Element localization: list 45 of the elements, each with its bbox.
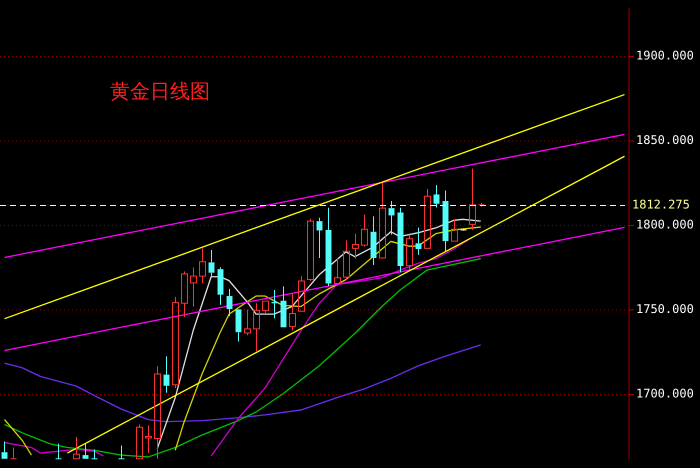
y-tick-label: 1850.000 — [636, 133, 694, 148]
candlestick — [361, 214, 368, 248]
candlestick — [379, 182, 386, 258]
candlestick — [370, 216, 376, 266]
candlestick — [343, 240, 350, 280]
candlestick — [199, 248, 206, 284]
candlestick — [10, 446, 17, 460]
candlestick — [208, 250, 214, 278]
candlestick — [226, 288, 232, 317]
candlestick — [434, 184, 440, 208]
candlestick — [145, 424, 152, 454]
candlestick — [154, 366, 161, 460]
y-tick-label: 1750.000 — [636, 302, 694, 316]
candlestick — [442, 190, 448, 252]
candlestick — [352, 233, 359, 260]
candlestick — [91, 448, 98, 460]
text: 黄金日线图 — [110, 78, 210, 105]
y-tick-label: 1800.000 — [636, 218, 694, 232]
candlestick — [244, 309, 251, 336]
candlestick — [190, 266, 197, 308]
candlestick — [181, 270, 188, 318]
candlestick — [272, 289, 278, 319]
y-tick-label: 1900.000 — [636, 48, 694, 63]
candlestick — [451, 219, 458, 242]
candlestick — [73, 436, 80, 460]
candlestick — [82, 443, 88, 459]
candlestick — [316, 217, 322, 258]
candlestick — [326, 207, 332, 287]
candlestick — [253, 302, 260, 352]
candlestick — [416, 227, 422, 256]
candlestick — [289, 292, 296, 332]
y-tick-label: 1700.000 — [636, 386, 694, 401]
candlestick — [118, 444, 125, 460]
candlestick — [334, 258, 341, 286]
candlestick — [55, 443, 62, 460]
candlestick — [388, 200, 394, 236]
candlestick — [218, 266, 224, 306]
candlestick — [164, 356, 170, 394]
candlestick — [280, 286, 286, 328]
candlestick — [2, 440, 8, 459]
candlestick — [469, 168, 476, 230]
candlestick — [406, 234, 413, 270]
ref-line-label: 1812.275 — [632, 198, 690, 212]
candlestick — [298, 276, 305, 312]
candlestick — [398, 207, 404, 273]
